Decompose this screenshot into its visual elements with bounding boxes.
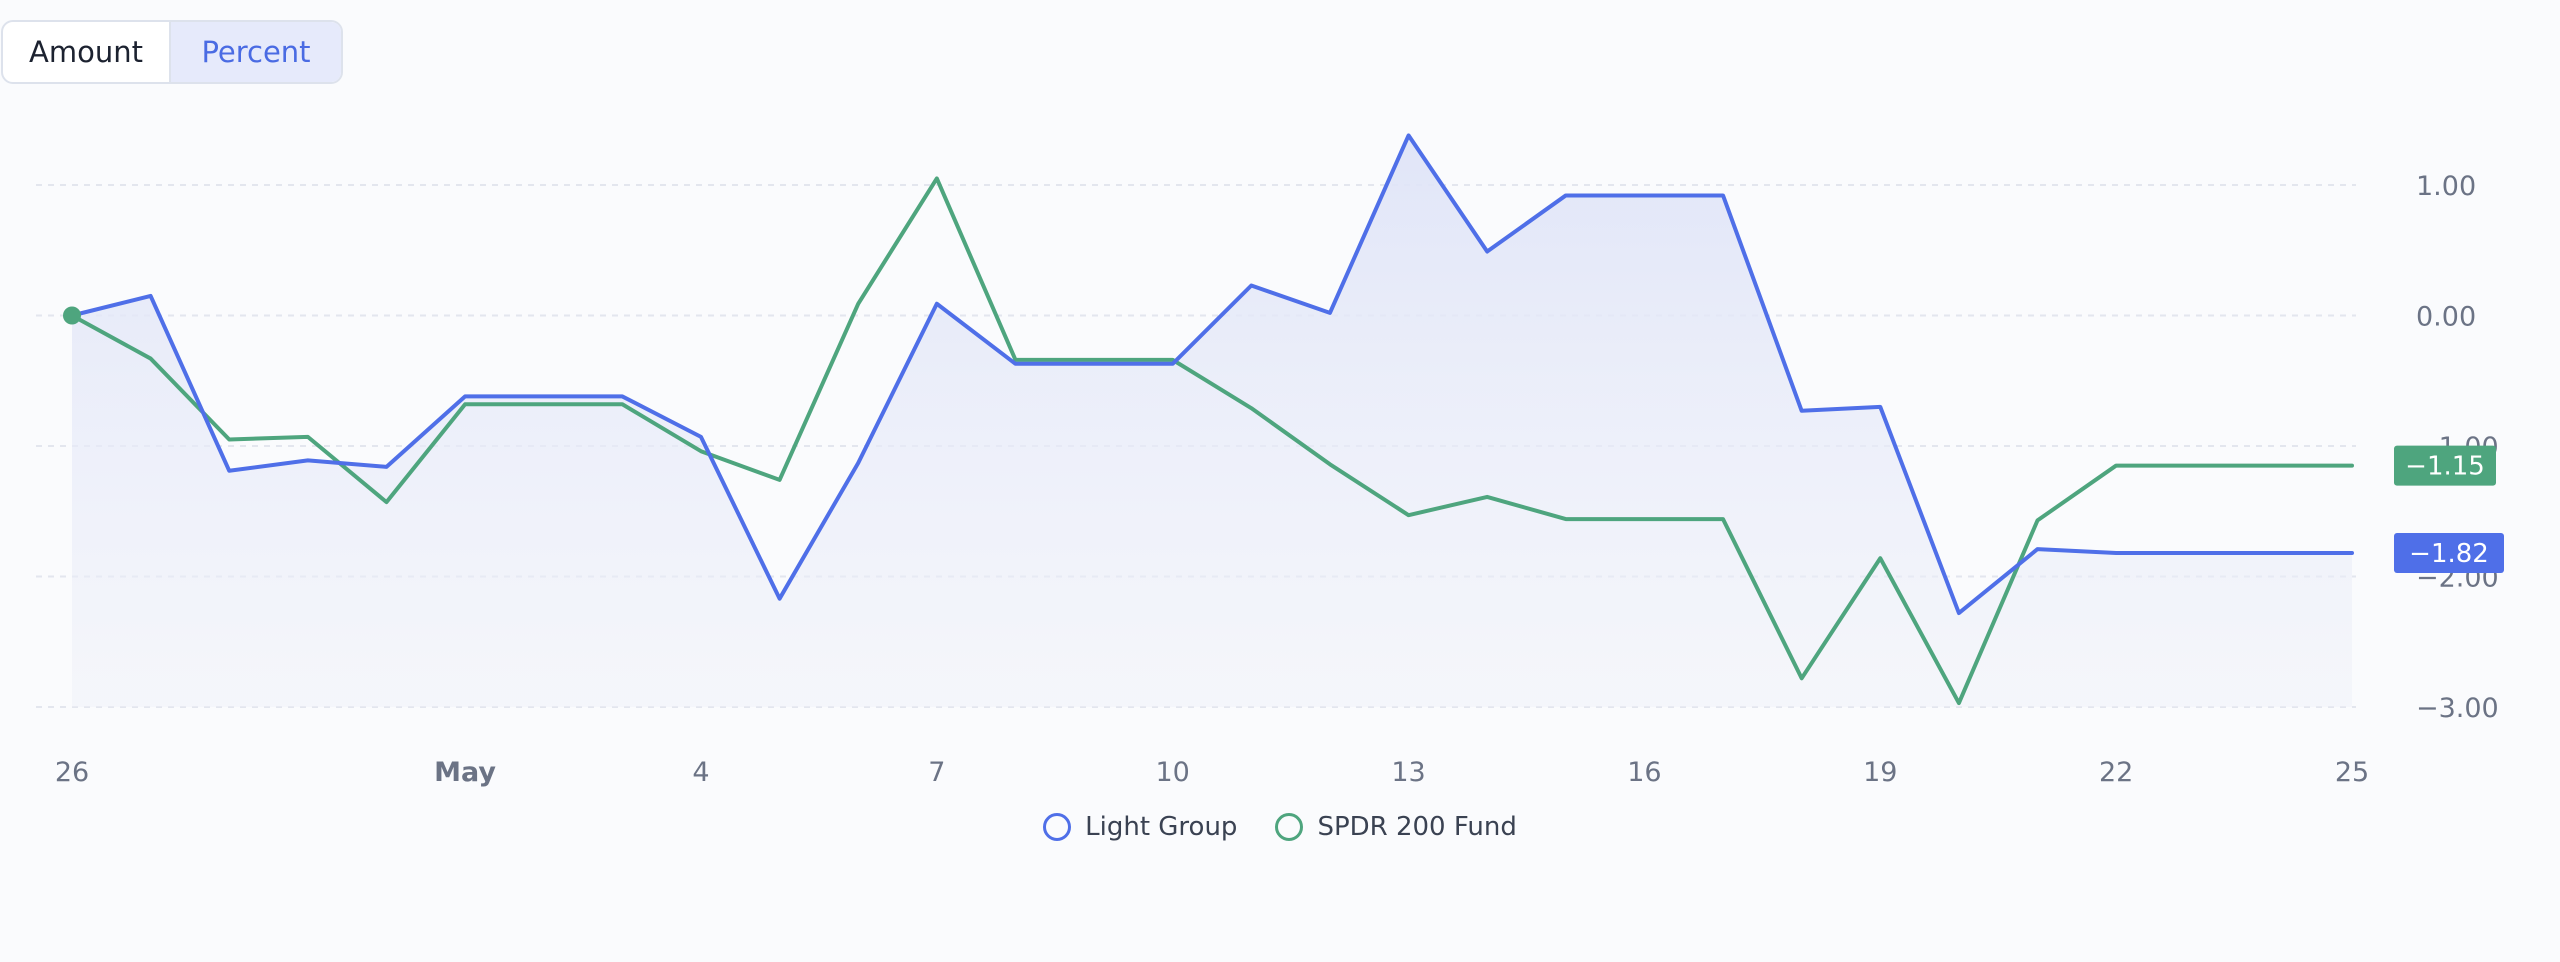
end-value-badge-bg	[2394, 533, 2504, 574]
end-value-badge: −1.82	[2394, 533, 2504, 574]
legend-circle-icon	[1275, 813, 1304, 841]
x-tick-label: May	[434, 757, 496, 788]
start-point-marker	[63, 306, 81, 325]
x-tick-label: 16	[1627, 757, 1661, 788]
legend-label: SPDR 200 Fund	[1317, 812, 1517, 842]
series-area-fill	[72, 135, 2352, 707]
x-tick-label: 13	[1391, 757, 1425, 788]
series-lines	[63, 133, 2354, 706]
chart-legend: Light Group SPDR 200 Fund	[0, 812, 2560, 842]
series-line-light-group	[70, 133, 2354, 616]
legend-item-light-group[interactable]: Light Group	[1043, 812, 1237, 842]
y-tick-label: −3.00	[2416, 693, 2499, 724]
x-tick-label: 26	[55, 757, 89, 788]
y-tick-label: 1.00	[2416, 171, 2476, 202]
end-value-text: −1.15	[2405, 452, 2485, 482]
x-tick-label: 19	[1863, 757, 1897, 788]
series-area	[72, 135, 2352, 707]
end-value-badge: −1.15	[2394, 445, 2496, 486]
x-tick-label: 10	[1156, 757, 1190, 788]
toggle-percent-button[interactable]: Percent	[171, 22, 341, 82]
amount-percent-toggle: Amount Percent	[1, 20, 343, 84]
end-value-text: −1.82	[2409, 539, 2489, 569]
legend-label: Light Group	[1085, 812, 1238, 842]
x-axis-ticks: 26 May 4 7 10 13 16 19 22 25	[55, 757, 2369, 788]
y-tick-label: 0.00	[2416, 302, 2476, 333]
series-line-spdr-200-fund	[70, 176, 2354, 706]
end-value-badge-bg	[2394, 445, 2496, 486]
legend-circle-icon	[1043, 813, 1072, 841]
x-tick-label: 4	[692, 757, 709, 788]
legend-item-spdr-200-fund[interactable]: SPDR 200 Fund	[1275, 812, 1517, 842]
x-tick-label: 22	[2099, 757, 2133, 788]
end-value-labels: −1.15 −1.82	[2394, 445, 2504, 574]
toggle-amount-button[interactable]: Amount	[3, 22, 171, 82]
x-tick-label: 7	[928, 757, 945, 788]
x-tick-label: 25	[2335, 757, 2369, 788]
